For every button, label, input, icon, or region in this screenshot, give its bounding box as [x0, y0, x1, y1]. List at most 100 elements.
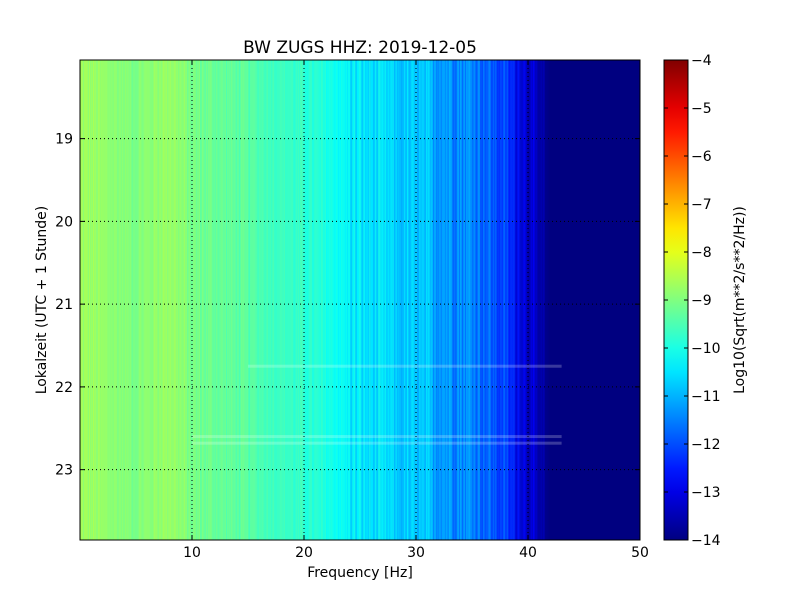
spectral-line [134, 60, 136, 540]
spectral-line [338, 60, 340, 540]
colorbar-tick-label: −5 [691, 101, 712, 117]
spectral-line [512, 60, 514, 540]
spectral-line [540, 60, 542, 540]
spectral-line [245, 60, 247, 540]
spectral-line [154, 60, 156, 540]
spectral-line [428, 60, 431, 540]
spectral-line [227, 60, 229, 540]
spectral-line [164, 60, 166, 540]
spectral-line [252, 60, 254, 540]
spectral-line [286, 60, 288, 540]
spectral-line [321, 60, 324, 540]
spectral-line [374, 60, 376, 540]
spectral-line [109, 60, 111, 540]
spectral-line [422, 60, 425, 540]
spectral-line [302, 60, 305, 540]
spectral-line [152, 60, 154, 540]
spectral-line [454, 60, 457, 540]
spectral-line [408, 60, 410, 540]
spectral-line [148, 60, 150, 540]
spectral-line [135, 60, 137, 540]
spectral-line [343, 60, 345, 540]
spectral-line [86, 60, 88, 540]
spectral-line [494, 60, 496, 540]
spectral-line [204, 60, 207, 540]
spectral-line [287, 60, 289, 540]
spectral-line [83, 60, 85, 540]
spectral-line [216, 60, 218, 540]
spectral-line [363, 60, 365, 540]
spectral-line [537, 60, 539, 540]
spectral-line [281, 60, 283, 540]
spectral-line [111, 60, 113, 540]
spectral-line [445, 60, 448, 540]
spectral-line [195, 60, 198, 540]
plot-frame [79, 59, 641, 541]
y-tick-label: 23 [55, 463, 73, 479]
spectral-line [137, 60, 139, 540]
spectral-line [346, 60, 348, 540]
spectral-line [102, 60, 104, 540]
spectral-line [544, 60, 546, 540]
spectral-line [196, 60, 199, 540]
spectral-line [97, 60, 99, 540]
spectral-line [80, 60, 82, 540]
spectral-line [131, 60, 133, 540]
spectral-line [133, 60, 135, 540]
spectral-line [479, 60, 481, 540]
spectral-line [364, 60, 366, 540]
spectral-line [292, 60, 294, 540]
spectral-line [509, 60, 511, 540]
colorbar-tick-label: −13 [691, 485, 721, 501]
spectral-line [440, 60, 443, 540]
spectral-line [468, 60, 470, 540]
spectral-line [191, 60, 194, 540]
spectral-line [444, 60, 447, 540]
spectral-line [530, 60, 532, 540]
spectral-line [337, 60, 339, 540]
spectral-line [414, 60, 416, 540]
spectral-line [471, 60, 473, 540]
spectral-line [410, 60, 412, 540]
spectral-line [112, 60, 114, 540]
spectral-line [342, 60, 344, 540]
spectral-line [221, 60, 223, 540]
spectral-line [500, 60, 502, 540]
spectral-line [330, 60, 333, 540]
spectral-line [194, 60, 197, 540]
spectral-line [513, 60, 515, 540]
spectral-line [222, 60, 224, 540]
horizontal-feature [192, 441, 562, 445]
spectral-line [357, 60, 359, 540]
spectral-line [206, 60, 208, 540]
spectral-line [400, 60, 402, 540]
spectral-line [295, 60, 298, 540]
spectral-line [396, 60, 398, 540]
spectral-line [188, 60, 191, 540]
spectral-line [358, 60, 360, 540]
spectral-line [283, 60, 285, 540]
spectral-line [489, 60, 491, 540]
spectral-line [447, 60, 450, 540]
spectral-line [87, 60, 89, 540]
spectral-line [371, 60, 373, 540]
spectral-line [201, 60, 204, 540]
spectral-line [223, 60, 225, 540]
spectral-line [464, 60, 466, 540]
spectral-line [446, 60, 449, 540]
spectral-line [344, 60, 346, 540]
spectral-line [230, 60, 232, 540]
spectral-line [522, 60, 524, 540]
y-tick-label: 22 [55, 380, 73, 396]
spectral-line [263, 60, 265, 540]
x-axis: 10 20 30 40 50 [183, 60, 649, 561]
spectral-line [98, 60, 100, 540]
spectral-line [312, 60, 315, 540]
spectral-line [491, 60, 493, 540]
spectral-line [298, 60, 301, 540]
spectral-line [487, 60, 489, 540]
spectral-line [91, 60, 93, 540]
spectral-line [529, 60, 531, 540]
spectral-line [421, 60, 424, 540]
spectral-line [107, 60, 109, 540]
